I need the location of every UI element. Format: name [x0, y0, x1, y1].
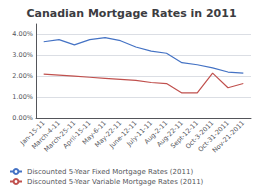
- svg-text:March-25-11: March-25-11: [42, 119, 78, 154]
- svg-text:May-22-11: May-22-11: [93, 119, 124, 150]
- svg-text:Canadian Mortgage Rates in 201: Canadian Mortgage Rates in 2011: [26, 7, 236, 20]
- svg-text:Oct-3-2011: Oct-3-2011: [183, 119, 216, 151]
- svg-text:4.00%: 4.00%: [12, 30, 33, 38]
- svg-text:June-12-11: June-12-11: [108, 119, 139, 150]
- svg-text:May-6-11: May-6-11: [80, 119, 108, 147]
- svg-text:Discounted 5-Year Fixed Mortga: Discounted 5-Year Fixed Mortgage Rates (…: [27, 168, 193, 176]
- svg-text:Nov-21-2011: Nov-21-2011: [211, 119, 246, 154]
- svg-text:July-11-11: July-11-11: [125, 119, 154, 148]
- svg-text:Oct-31-2011: Oct-31-2011: [196, 119, 231, 154]
- svg-text:April-15-11: April-15-11: [61, 119, 93, 151]
- svg-text:0.00%: 0.00%: [12, 114, 33, 122]
- svg-text:Aug-2-11: Aug-2-11: [142, 119, 170, 146]
- svg-text:2.00%: 2.00%: [12, 72, 33, 80]
- svg-text:1.00%: 1.00%: [12, 93, 33, 101]
- svg-text:Sept-12-11: Sept-12-11: [169, 119, 201, 151]
- svg-text:Aug-22-11: Aug-22-11: [155, 119, 185, 149]
- svg-text:Jan-15-11: Jan-15-11: [18, 119, 47, 147]
- svg-text:3.00%: 3.00%: [12, 51, 33, 59]
- svg-text:Discounted 5-Year Variable Mor: Discounted 5-Year Variable Mortgage Rate…: [27, 178, 204, 186]
- svg-text:March-4-11: March-4-11: [30, 119, 62, 151]
